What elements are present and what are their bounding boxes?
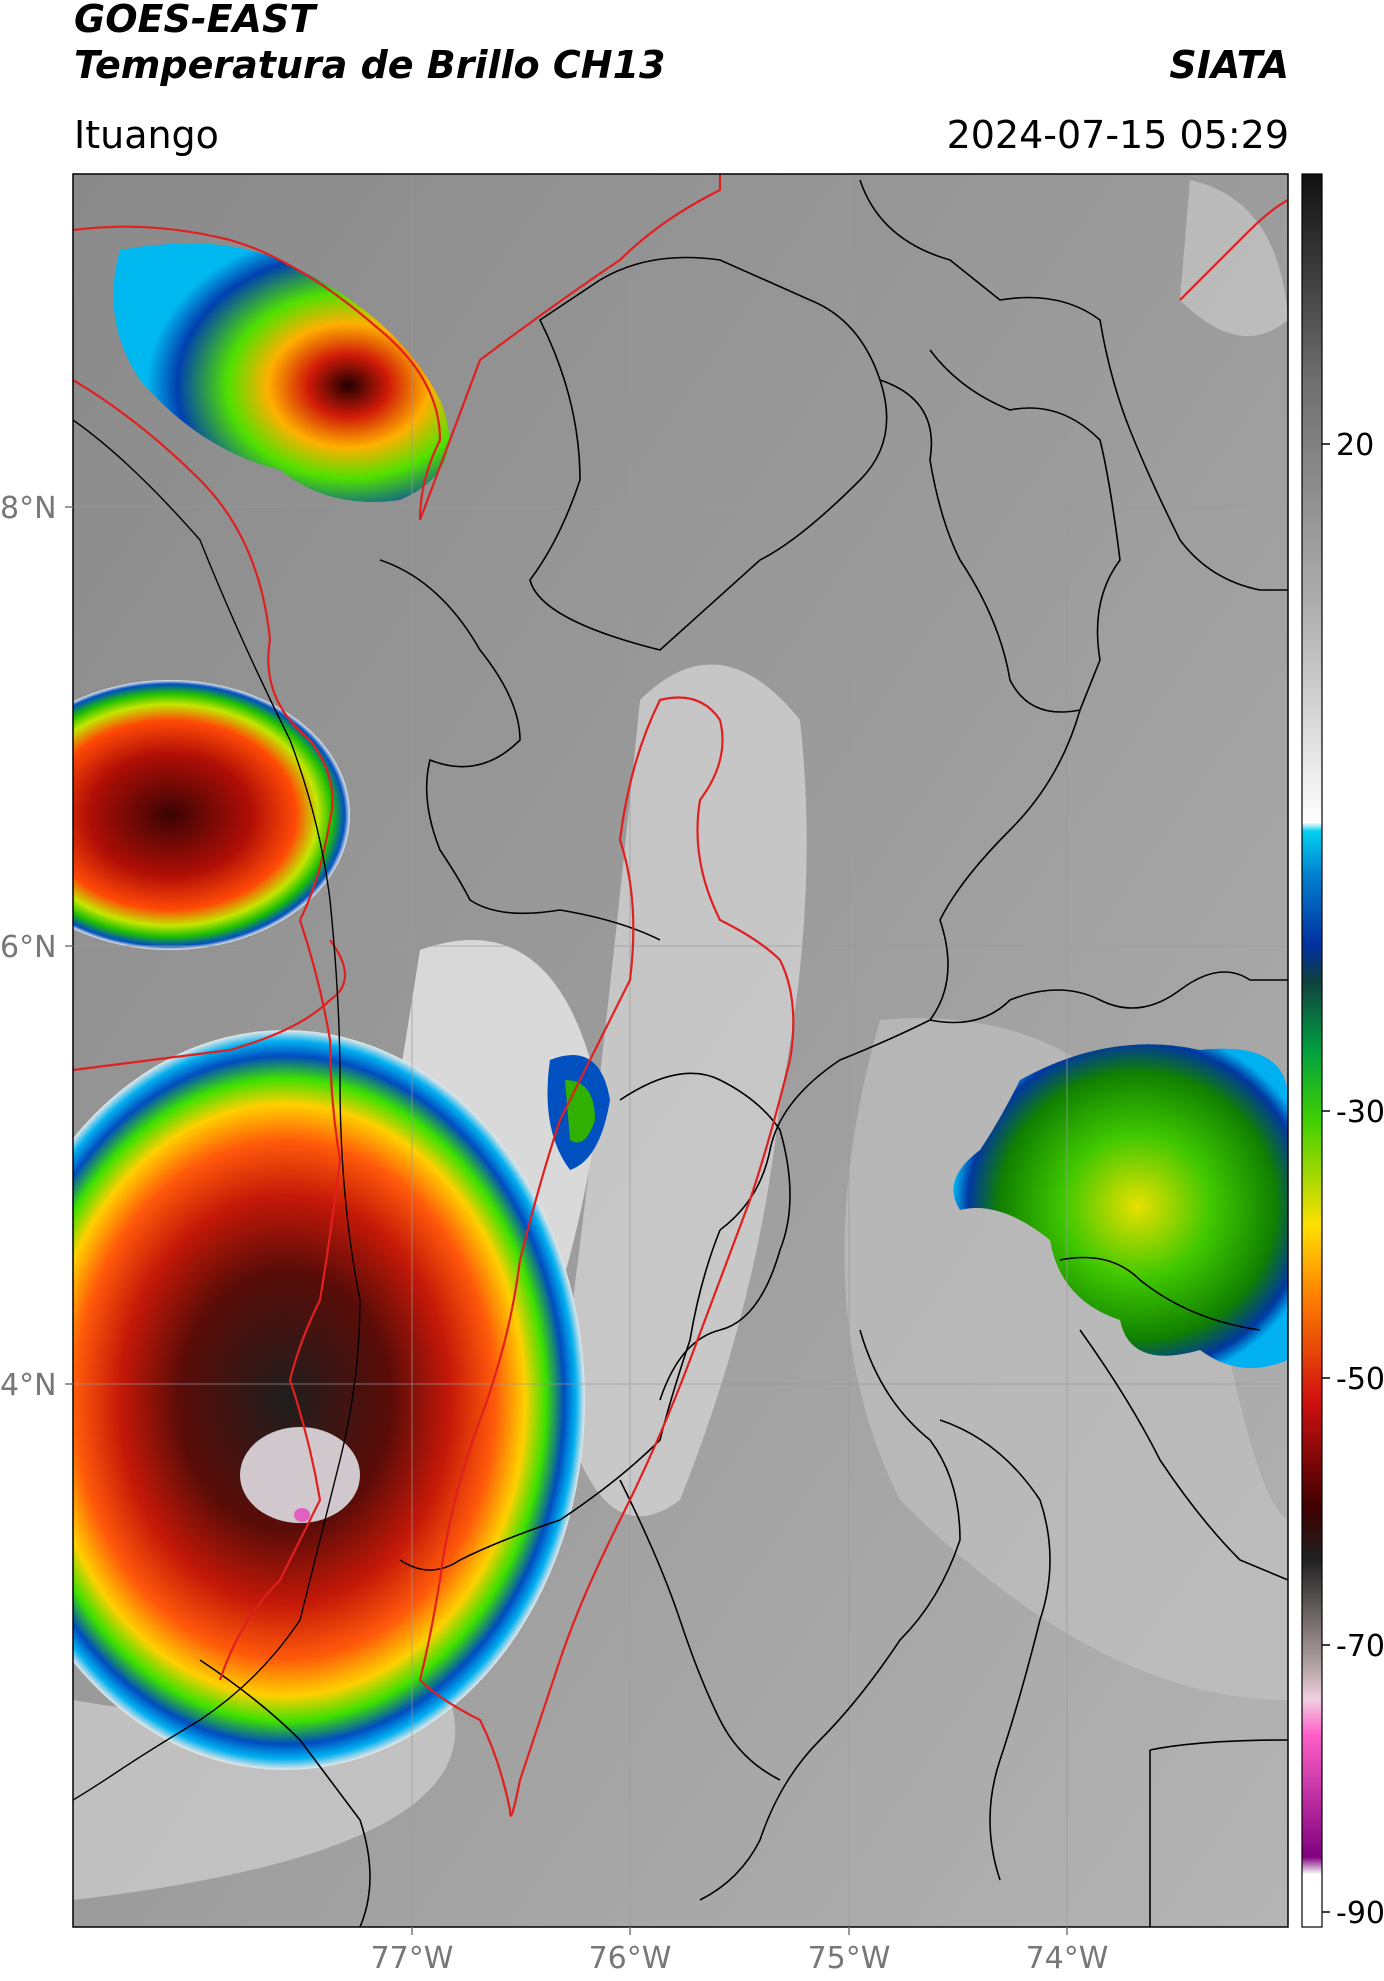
admin-borders xyxy=(199,179,1288,1927)
storm-darien xyxy=(113,243,450,503)
department-borders xyxy=(73,174,1288,1817)
satellite-title: GOES-EAST xyxy=(74,0,316,41)
colorbar-tick-label: 20 xyxy=(1336,428,1374,463)
lon-tick-label: 77°W xyxy=(371,1941,454,1976)
lat-tick-label: 8°N xyxy=(0,491,57,526)
colorbar-tick-label: -90 xyxy=(1336,1896,1384,1931)
lat-axis: 8°N 6°N 4°N xyxy=(0,491,73,1403)
colorbar: 20 -30 -50 -70 -90 xyxy=(1301,173,1384,1931)
map-panel xyxy=(73,174,1288,1927)
product-title: Temperatura de Brillo CH13 xyxy=(74,43,666,87)
map-frame xyxy=(72,173,1289,1928)
storm-magdalena xyxy=(953,1044,1288,1368)
lon-axis: 77°W 76°W 75°W 74°W xyxy=(371,1927,1109,1976)
region-label: Ituango xyxy=(74,113,219,157)
colorbar-tick-label: -30 xyxy=(1336,1095,1384,1130)
lon-tick-label: 74°W xyxy=(1026,1941,1109,1976)
datetime-label: 2024-07-15 05:29 xyxy=(946,113,1289,157)
storm-pacific-south xyxy=(73,1030,585,1770)
agency-label: SIATA xyxy=(1169,43,1289,87)
storm-pacific-west xyxy=(73,680,350,950)
lat-tick-label: 6°N xyxy=(0,930,57,965)
colorbar-scale xyxy=(1301,173,1323,1928)
lon-tick-label: 76°W xyxy=(589,1941,672,1976)
colorbar-tick-label: -50 xyxy=(1336,1362,1384,1397)
lat-tick-label: 4°N xyxy=(0,1368,57,1403)
colorbar-tick-label: -70 xyxy=(1336,1629,1384,1664)
lon-tick-label: 75°W xyxy=(808,1941,891,1976)
coastline xyxy=(73,419,361,1801)
